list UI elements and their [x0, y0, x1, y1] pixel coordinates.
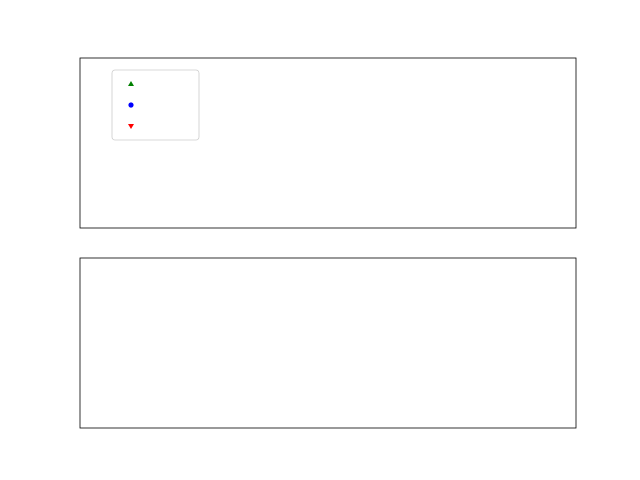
- legend-long-marker: [128, 81, 134, 86]
- price-chart: [79, 57, 577, 229]
- price-legend: [111, 69, 200, 141]
- price-plot-frame: [79, 57, 577, 229]
- legend-flat-marker: [128, 102, 134, 108]
- legend-short-marker: [128, 124, 134, 129]
- profit-plot-frame: [79, 257, 577, 429]
- profit-plot-area: [80, 258, 576, 428]
- profit-chart: [79, 257, 577, 429]
- legend-frame: [111, 69, 200, 141]
